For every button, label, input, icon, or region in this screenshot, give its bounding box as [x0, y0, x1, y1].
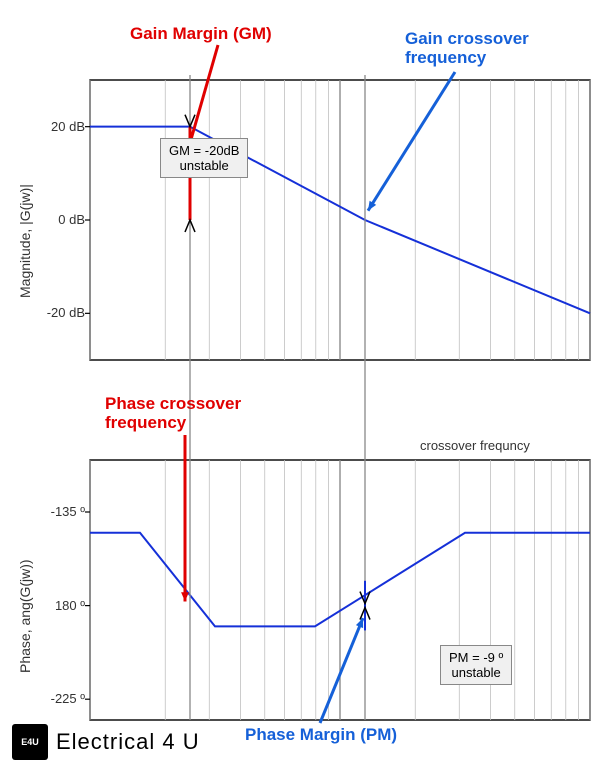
- phase-ylabel: Phase, ang(G(jw)): [17, 513, 33, 673]
- footer-title: Electrical 4 U: [56, 729, 200, 755]
- gc-title-text: Gain crossover frequency: [405, 29, 529, 67]
- ytick-label: 20 dB: [30, 119, 85, 134]
- ytick-label: -225 º: [30, 691, 85, 706]
- gm-info-box: GM = -20dB unstable: [160, 138, 248, 178]
- gc-title: Gain crossover frequency: [405, 30, 529, 67]
- pc-title: Phase crossover frequency: [105, 395, 241, 432]
- ytick-label: 180 º: [30, 598, 85, 613]
- bode-plot-svg: [0, 0, 610, 768]
- gm-title: Gain Margin (GM): [130, 24, 272, 44]
- pm-title: Phase Margin (PM): [245, 725, 397, 745]
- logo-chip-icon: E4U: [12, 724, 48, 760]
- ytick-label: -135 º: [30, 504, 85, 519]
- logo-chip-text: E4U: [21, 737, 39, 747]
- footer: E4U Electrical 4 U: [12, 724, 200, 760]
- ytick-label: 0 dB: [30, 212, 85, 227]
- crossover-label: crossover frequncy: [420, 438, 530, 453]
- ytick-label: -20 dB: [30, 305, 85, 320]
- pm-info-box: PM = -9 º unstable: [440, 645, 512, 685]
- pc-title-text: Phase crossover frequency: [105, 394, 241, 432]
